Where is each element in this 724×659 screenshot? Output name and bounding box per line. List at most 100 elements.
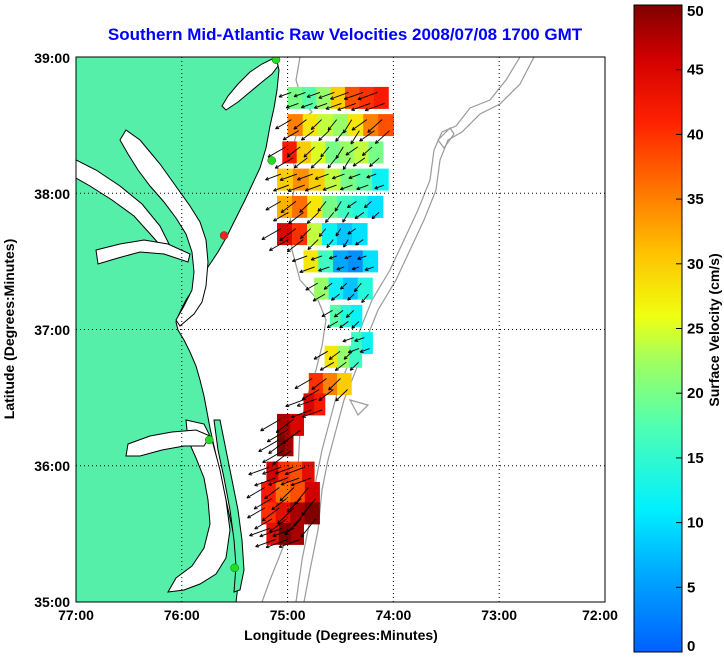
velocity-arrow-head	[351, 325, 354, 329]
velocity-arrow-head	[322, 187, 326, 191]
velocity-arrow	[273, 212, 289, 222]
velocity-arrow	[327, 157, 337, 169]
velocity-arrow-head	[294, 166, 298, 169]
velocity-arrow	[328, 378, 341, 391]
velocity-arrow-head	[318, 139, 323, 142]
velocity-arrow-head	[301, 396, 305, 400]
velocity-cell	[337, 195, 354, 218]
velocity-cell	[317, 114, 334, 137]
velocity-arrow	[314, 173, 329, 180]
velocity-arrow-head	[343, 167, 347, 170]
colorbar-tick-label: 35	[687, 191, 704, 208]
potomac-river	[95, 239, 191, 265]
velocity-arrow-head	[262, 519, 266, 522]
y-tick-label: 37:00	[34, 322, 70, 338]
velocity-arrow	[282, 430, 301, 444]
velocity-arrow-head	[274, 165, 278, 169]
velocity-arrow	[248, 466, 270, 476]
velocity-arrow-head	[359, 140, 364, 142]
velocity-arrow-head	[299, 208, 302, 213]
velocity-cell	[359, 86, 375, 109]
velocity-arrow-head	[354, 289, 358, 293]
velocity-arrow-head	[249, 532, 253, 537]
velocity-arrow	[334, 201, 342, 212]
velocity-arrow-head	[294, 502, 298, 506]
velocity-cell	[304, 482, 320, 504]
colorbar-tick-label: 50	[687, 3, 704, 20]
velocity-arrow-head	[306, 219, 309, 224]
velocity-cell	[322, 373, 338, 395]
velocity-arrow	[306, 91, 321, 98]
y-tick-label: 35:00	[34, 594, 70, 610]
velocity-arrow-head	[267, 154, 271, 158]
velocity-arrow-head	[299, 235, 303, 239]
velocity-arrow-head	[301, 136, 304, 141]
velocity-arrow	[354, 212, 365, 219]
velocity-arrow	[356, 184, 369, 190]
velocity-arrow-head	[354, 288, 356, 292]
station-active-marker	[267, 156, 276, 165]
velocity-arrow-head	[318, 399, 323, 401]
velocity-arrow	[294, 487, 309, 505]
velocity-arrow-head	[336, 266, 340, 270]
velocity-arrow-head	[293, 128, 298, 130]
velocity-arrow-head	[345, 151, 348, 156]
velocity-arrow	[355, 239, 364, 246]
velocity-arrow-head	[318, 267, 322, 272]
station-active-marker	[230, 563, 239, 573]
velocity-cell	[296, 141, 312, 164]
velocity-arrow-head	[335, 137, 337, 142]
velocity-arrow	[318, 389, 334, 401]
velocity-arrow-head	[293, 522, 295, 527]
velocity-arrow-head	[312, 297, 316, 302]
velocity-arrow	[319, 361, 335, 371]
velocity-arrow	[334, 310, 344, 318]
velocity-arrow-head	[353, 165, 357, 167]
velocity-arrow-head	[346, 315, 350, 318]
velocity-arrow-head	[318, 137, 321, 141]
velocity-arrow	[293, 91, 306, 98]
velocity-arrow-head	[313, 105, 318, 109]
velocity-arrow	[268, 439, 288, 454]
velocity-arrow-head	[343, 355, 346, 360]
velocity-arrow	[310, 255, 323, 261]
velocity-arrow	[351, 102, 371, 111]
velocity-arrow-head	[286, 508, 289, 513]
velocity-arrow-head	[306, 94, 310, 98]
velocity-arrow	[311, 378, 327, 390]
velocity-arrow	[265, 538, 289, 548]
velocity-cell	[318, 250, 334, 273]
pamlico-sound	[167, 419, 231, 593]
velocity-arrow-head	[319, 234, 323, 238]
velocity-arrow-head	[304, 187, 308, 192]
velocity-cell	[307, 223, 323, 246]
chesapeake-bay	[119, 129, 209, 327]
velocity-arrow	[301, 130, 315, 141]
velocity-arrow-head	[367, 131, 372, 133]
velocity-arrow-head	[254, 482, 258, 486]
velocity-arrow-head	[326, 245, 331, 249]
velocity-arrow	[246, 487, 266, 499]
velocity-arrow-head	[286, 153, 290, 158]
velocity-arrow-head	[268, 482, 272, 486]
velocity-arrow-head	[273, 187, 277, 192]
velocity-arrow-head	[301, 139, 305, 141]
velocity-cell	[354, 141, 370, 164]
velocity-arrow-head	[361, 299, 363, 303]
velocity-arrow	[261, 228, 282, 240]
velocity-arrow	[347, 201, 357, 208]
velocity-arrow	[354, 282, 362, 292]
velocity-cell	[314, 393, 326, 416]
velocity-arrow	[323, 282, 333, 290]
velocity-arrow-head	[287, 155, 291, 158]
velocity-cell	[292, 223, 308, 246]
velocity-arrow-head	[351, 129, 356, 131]
velocity-arrow	[303, 146, 315, 158]
velocity-arrow	[274, 157, 294, 169]
velocity-arrow-head	[328, 356, 332, 360]
velocity-arrow	[302, 409, 323, 418]
velocity-arrow-head	[318, 397, 321, 401]
velocity-arrow-head	[260, 427, 263, 432]
velocity-arrow-head	[347, 230, 350, 235]
velocity-arrow-head	[307, 246, 310, 250]
